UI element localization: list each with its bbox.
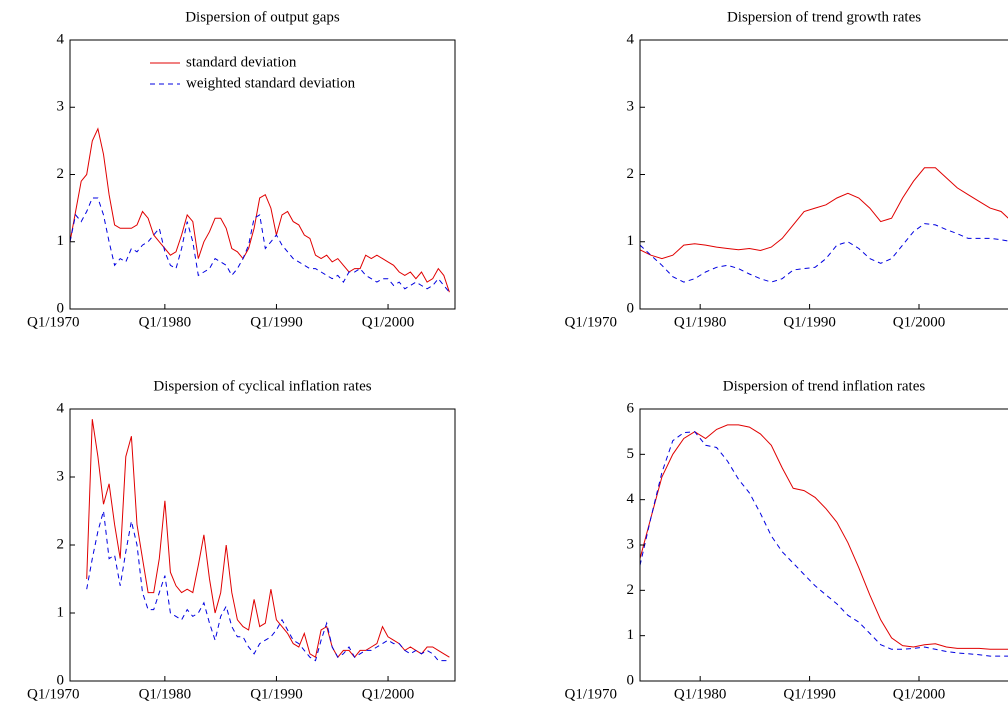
x-tick-label: Q1/2000 [362,686,415,702]
series-line [86,419,450,659]
y-tick-label: 3 [57,468,65,484]
y-tick-label: 5 [627,446,635,462]
series-line [86,510,450,662]
x-tick-label: Q1/1970 [27,314,80,330]
x-tick-label: Q1/2000 [362,314,415,330]
y-tick-label: 0 [57,672,65,688]
chart-title: Dispersion of trend inflation rates [723,378,926,394]
y-tick-label: 1 [627,627,635,643]
x-tick-label: Q1/2000 [893,686,946,702]
y-tick-label: 2 [627,582,635,598]
series-line [69,197,450,293]
x-tick-label: Q1/1970 [565,314,618,330]
series-line [639,167,1008,260]
y-tick-label: 2 [57,536,65,552]
y-tick-label: 1 [57,233,65,249]
x-tick-label: Q1/1990 [250,314,303,330]
x-tick-label: Q1/1990 [783,686,836,702]
series-line [639,424,1008,650]
y-tick-label: 3 [57,99,65,115]
y-tick-label: 3 [627,99,635,115]
y-tick-label: 0 [57,300,65,316]
series-line [69,127,450,293]
axes-box [639,39,1008,310]
y-tick-label: 1 [627,233,635,249]
x-tick-label: Q1/1970 [565,686,618,702]
y-tick-label: 0 [627,300,635,316]
y-tick-label: 4 [627,491,635,507]
series-line [639,431,1008,657]
y-tick-label: 3 [627,536,635,552]
chart-title: Dispersion of trend growth rates [727,9,921,25]
legend-label: standard deviation [186,54,297,70]
y-tick-label: 4 [57,400,65,416]
chart-title: Dispersion of cyclical inflation rates [153,378,371,394]
x-tick-label: Q1/1980 [139,686,192,702]
x-tick-label: Q1/1990 [783,314,836,330]
y-tick-label: 4 [627,31,635,47]
x-tick-label: Q1/2000 [893,314,946,330]
x-tick-label: Q1/1980 [674,314,727,330]
x-tick-label: Q1/1980 [674,686,727,702]
series-line [639,223,1008,283]
axes-box [639,408,1008,682]
y-tick-label: 1 [57,604,65,620]
y-tick-label: 2 [57,166,65,182]
x-tick-label: Q1/1970 [27,686,80,702]
chart-title: Dispersion of output gaps [185,9,340,25]
y-tick-label: 4 [57,31,65,47]
y-tick-label: 0 [627,672,635,688]
y-tick-label: 6 [627,400,635,416]
x-tick-label: Q1/1990 [250,686,303,702]
legend-label: weighted standard deviation [186,75,356,91]
y-tick-label: 2 [627,166,635,182]
x-tick-label: Q1/1980 [139,314,192,330]
